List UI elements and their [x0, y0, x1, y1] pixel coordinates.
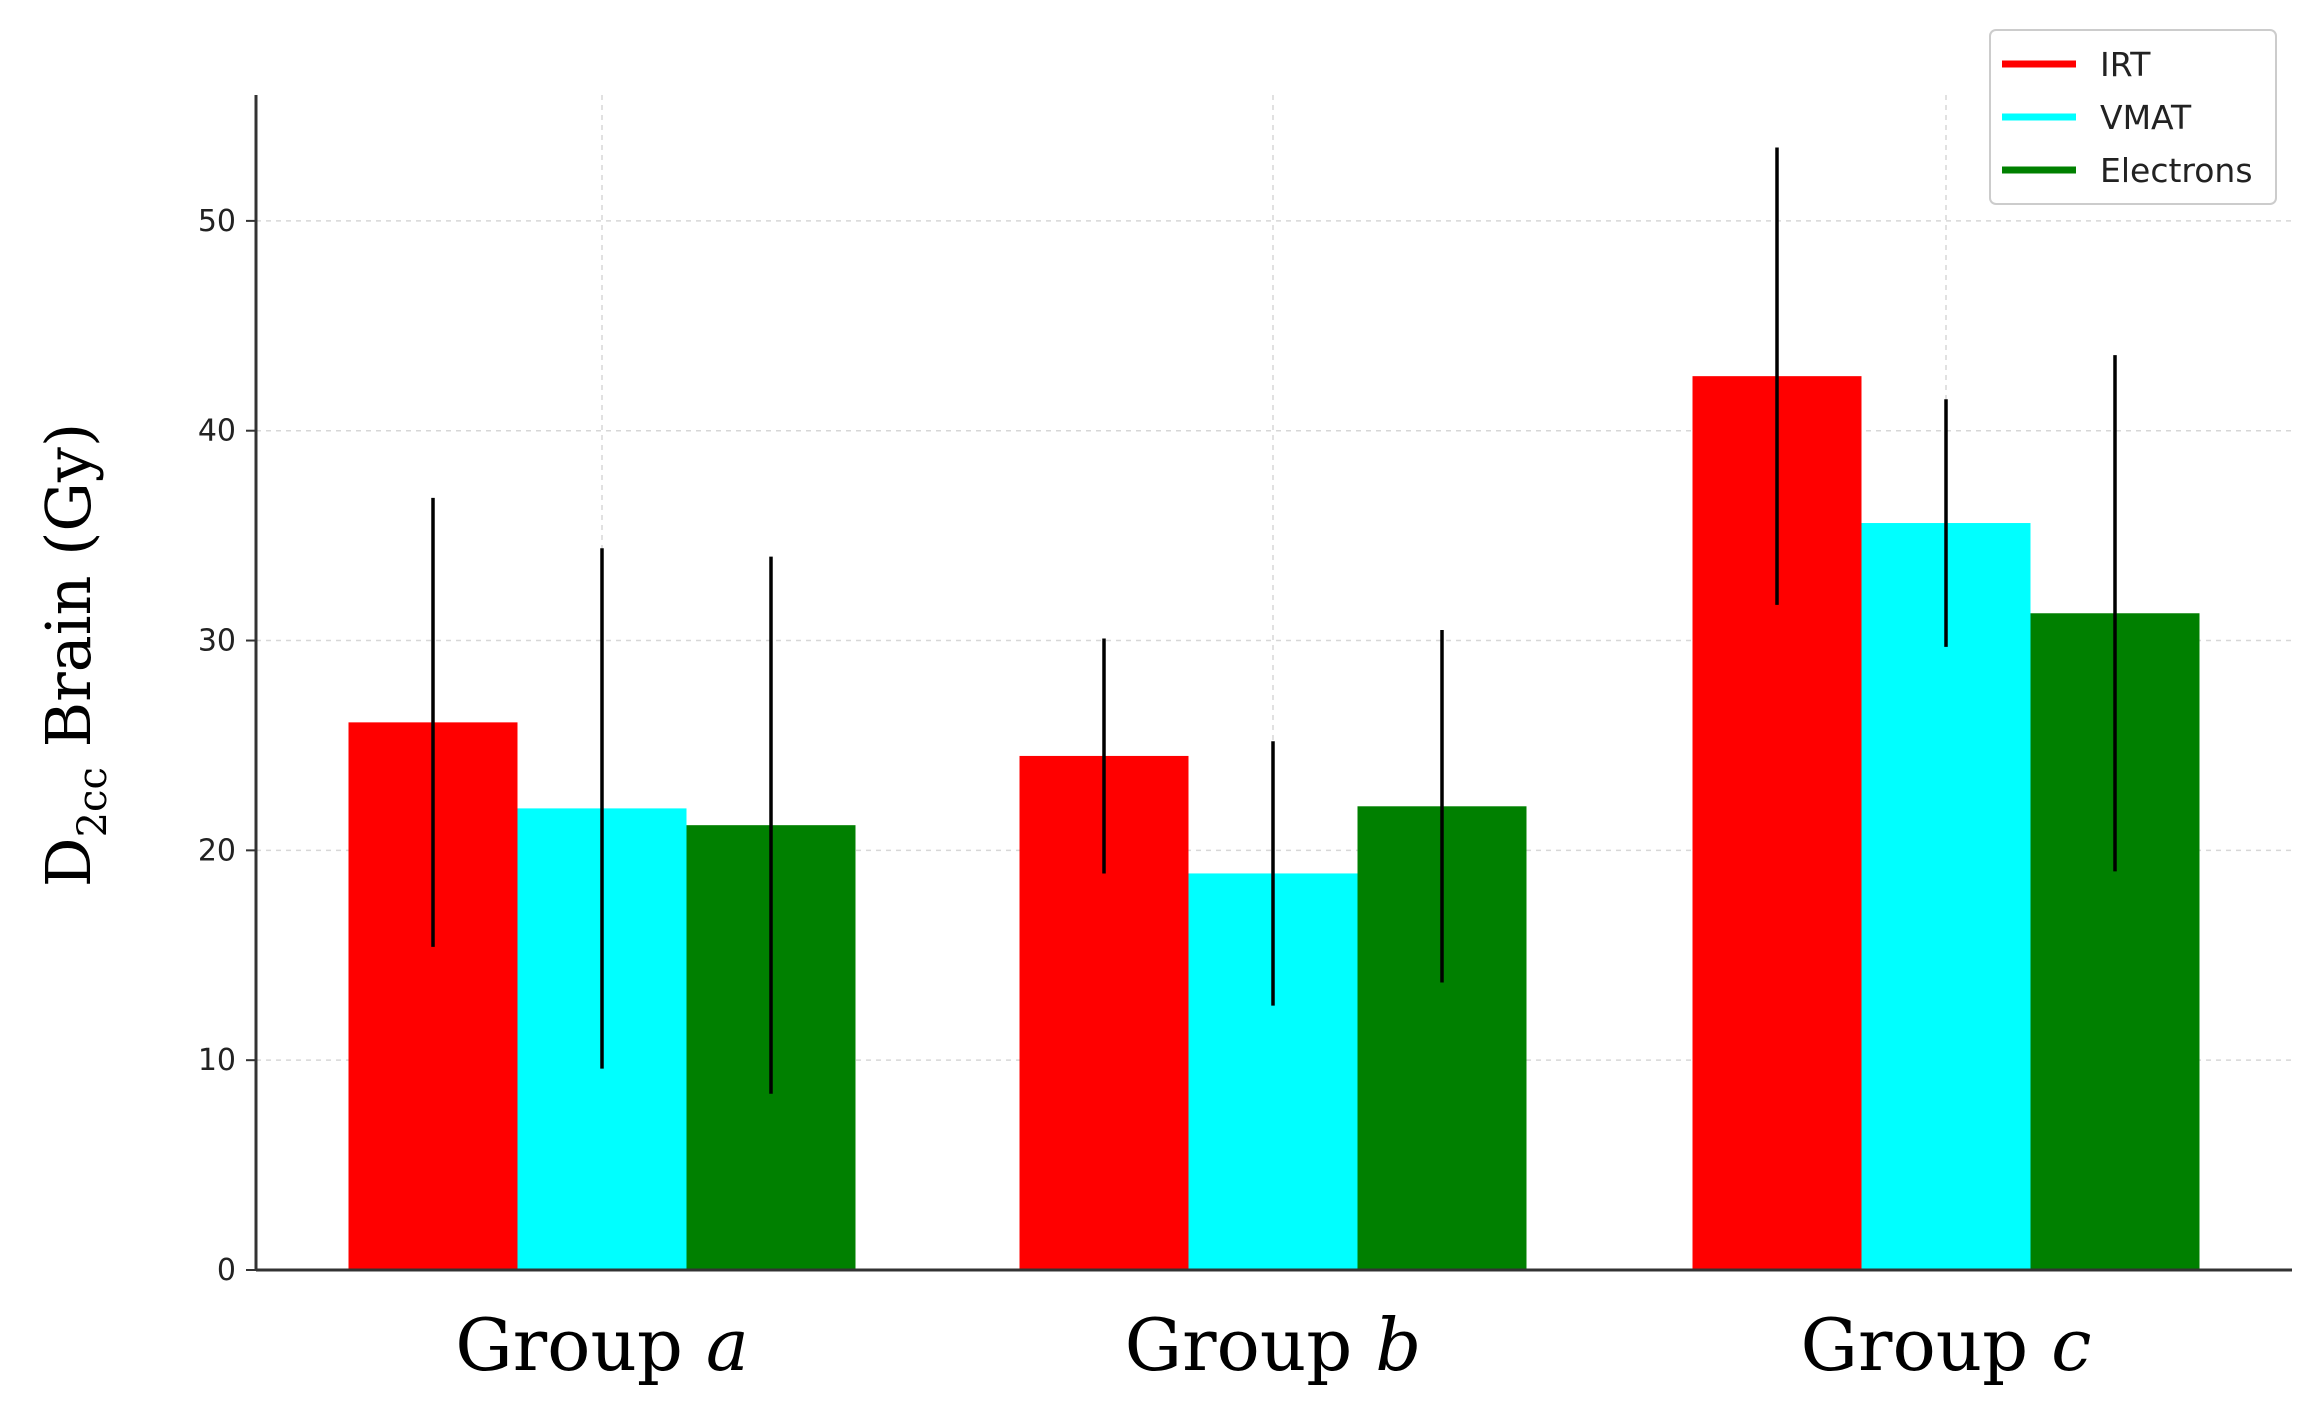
y-tick-label: 20	[198, 833, 236, 868]
y-axis-label: D2cc Brain (Gy)	[32, 423, 116, 887]
y-axis-label-rest: Brain (Gy)	[32, 423, 105, 767]
x-category-letter: b	[1375, 1303, 1421, 1387]
y-tick-label: 10	[198, 1043, 236, 1078]
y-tick-label: 30	[198, 624, 236, 659]
bar-vmat-group-c	[1861, 523, 2031, 1270]
y-tick-label: 40	[198, 414, 236, 449]
x-category-prefix: Group	[1801, 1303, 2052, 1387]
legend: IRT VMAT Electrons	[1989, 29, 2277, 205]
y-tick-label: 50	[198, 204, 236, 239]
legend-label-irt: IRT	[2100, 45, 2151, 84]
y-tick-label: 0	[217, 1253, 236, 1288]
legend-label-vmat: VMAT	[2100, 98, 2192, 137]
x-category-letter: a	[706, 1303, 749, 1387]
x-category-prefix: Group	[455, 1303, 706, 1387]
x-category-label: Group a	[455, 1303, 749, 1387]
y-axis-label-subscript: 2cc	[70, 767, 116, 837]
x-category-label: Group b	[1125, 1303, 1422, 1387]
legend-frame	[1989, 29, 2277, 205]
x-category-letter: c	[2051, 1303, 2091, 1387]
x-category-label: Group c	[1801, 1303, 2092, 1387]
legend-label-electrons: Electrons	[2100, 151, 2253, 190]
error-bar-layer	[431, 147, 2117, 1094]
x-category-prefix: Group	[1125, 1303, 1376, 1387]
bar-layer	[348, 376, 2200, 1270]
